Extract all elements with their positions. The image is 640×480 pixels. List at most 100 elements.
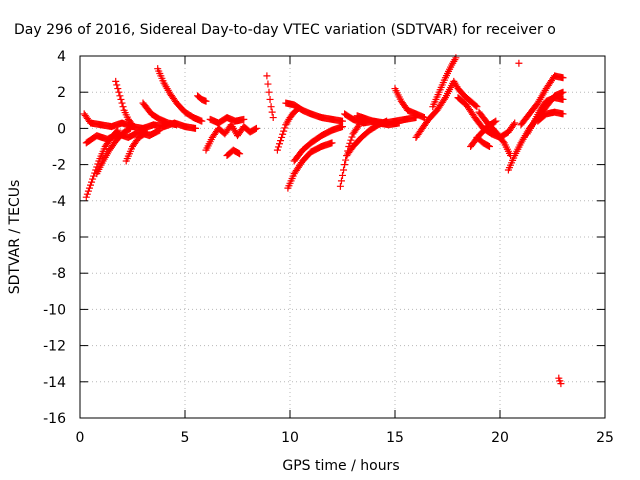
data-point <box>240 115 248 123</box>
y-tick-label: -6 <box>52 230 66 246</box>
data-point <box>142 129 150 137</box>
y-tick-label: -12 <box>43 339 66 355</box>
data-point <box>252 124 260 132</box>
data-point <box>515 59 523 67</box>
data-point <box>557 380 565 388</box>
data-point <box>266 95 274 103</box>
data-point <box>273 146 281 154</box>
data-point <box>156 126 164 134</box>
data-point <box>559 74 567 82</box>
data-point <box>198 117 206 125</box>
data-point <box>112 77 120 85</box>
data-point <box>126 124 134 132</box>
x-tick-label: 5 <box>181 430 190 446</box>
y-tick-label: -14 <box>43 375 66 391</box>
data-point <box>129 121 136 129</box>
data-point <box>340 166 348 174</box>
tick-labels: 0 5 10 15 20 25 -16 -14 -12 -10 -8 -6 -4 -2 0 2 4 <box>43 49 614 446</box>
y-axis-label: SDTVAR / TECUs <box>7 180 23 295</box>
data-point <box>472 102 480 110</box>
data-point <box>337 177 345 185</box>
data-point <box>347 136 355 144</box>
data-point <box>341 161 349 169</box>
data-point <box>484 142 492 150</box>
data-point <box>473 103 481 111</box>
data-point <box>559 95 567 103</box>
data-point <box>88 178 96 186</box>
data-point <box>491 118 499 126</box>
data-point <box>173 121 181 129</box>
data-point <box>83 190 91 198</box>
data-point <box>125 125 133 133</box>
data-point <box>143 128 151 136</box>
data-point <box>281 124 289 132</box>
data-points <box>80 54 567 388</box>
data-point <box>492 117 500 125</box>
data-point <box>276 140 283 148</box>
data-point <box>87 181 94 189</box>
data-point <box>117 95 125 103</box>
x-tick-label: 0 <box>76 430 85 446</box>
data-point <box>113 127 121 135</box>
data-point <box>339 117 346 125</box>
data-point <box>127 119 135 127</box>
y-tick-label: -2 <box>52 158 66 174</box>
data-point <box>269 114 277 122</box>
data-point <box>236 150 244 158</box>
data-point <box>82 193 90 201</box>
data-point <box>84 187 92 195</box>
y-tick-label: -16 <box>43 411 66 427</box>
data-point <box>328 139 336 147</box>
data-point <box>348 133 356 141</box>
x-tick-label: 20 <box>491 430 509 446</box>
data-point <box>119 103 127 111</box>
data-point <box>280 127 288 135</box>
data-point <box>511 119 519 127</box>
y-tick-label: 0 <box>57 121 66 137</box>
data-point <box>113 81 121 89</box>
data-point <box>116 92 124 100</box>
y-tick-label: -4 <box>52 194 66 210</box>
data-point <box>85 184 93 192</box>
data-point <box>440 95 448 103</box>
plot-frame <box>79 55 606 419</box>
x-tick-label: 10 <box>281 430 299 446</box>
data-point <box>395 119 403 127</box>
data-point <box>118 99 126 107</box>
data-point <box>263 72 271 80</box>
data-point <box>452 54 460 62</box>
data-point <box>278 133 286 141</box>
data-point <box>89 175 97 183</box>
data-point <box>202 97 210 105</box>
data-point <box>339 171 346 179</box>
data-point <box>192 124 199 132</box>
y-tick-label: -10 <box>43 302 66 318</box>
y-tick-label: -8 <box>52 266 66 282</box>
data-point <box>235 149 243 157</box>
x-tick-label: 15 <box>386 430 404 446</box>
data-point <box>114 126 122 134</box>
x-tick-label: 25 <box>596 430 614 446</box>
data-point <box>277 137 285 145</box>
data-point <box>346 139 354 147</box>
y-tick-label: 2 <box>57 85 66 101</box>
data-point <box>251 125 259 133</box>
data-point <box>336 182 344 190</box>
data-point <box>279 130 287 138</box>
chart-title: Day 296 of 2016, Sidereal Day-to-day VTE… <box>14 22 556 38</box>
data-point <box>510 120 518 128</box>
grid-lines <box>80 56 605 418</box>
y-tick-label: 4 <box>57 49 66 65</box>
axis-ticks <box>79 55 606 419</box>
data-point <box>559 88 567 96</box>
data-point <box>114 85 122 93</box>
data-point <box>559 110 567 118</box>
data-point <box>267 103 275 111</box>
data-point <box>420 114 428 122</box>
data-point <box>115 88 123 96</box>
data-point <box>274 143 282 151</box>
data-point <box>342 156 350 164</box>
data-point <box>264 80 272 88</box>
data-point <box>486 143 493 150</box>
